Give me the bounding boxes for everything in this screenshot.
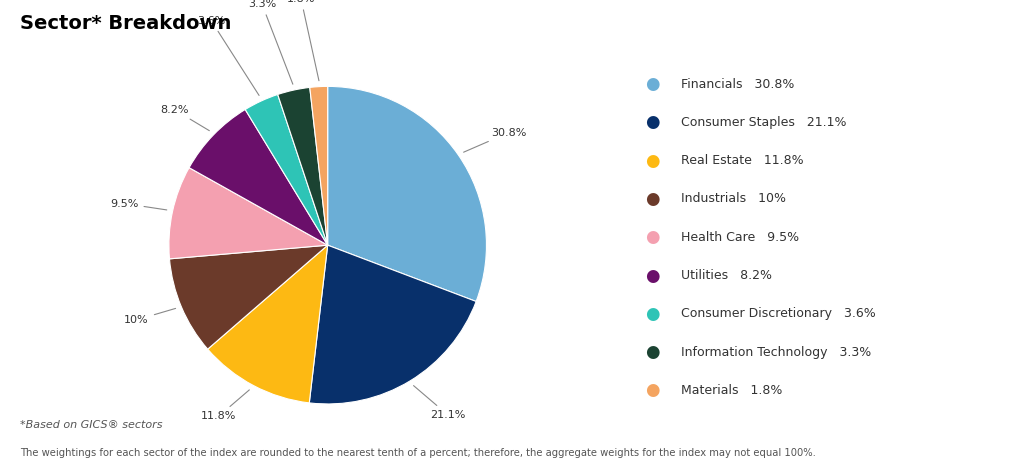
Text: ●: ● (645, 267, 659, 284)
Text: ●: ● (645, 305, 659, 323)
Text: 21.1%: 21.1% (414, 386, 466, 420)
Text: 8.2%: 8.2% (161, 105, 209, 131)
Text: Materials   1.8%: Materials 1.8% (681, 384, 782, 397)
Text: 11.8%: 11.8% (201, 390, 249, 421)
Text: 30.8%: 30.8% (464, 127, 526, 152)
Text: ●: ● (645, 382, 659, 399)
Text: ●: ● (645, 190, 659, 208)
Wedge shape (169, 168, 328, 259)
Text: The weightings for each sector of the index are rounded to the nearest tenth of : The weightings for each sector of the in… (20, 448, 816, 458)
Text: ●: ● (645, 113, 659, 131)
Wedge shape (309, 245, 476, 404)
Wedge shape (278, 87, 328, 245)
Text: 9.5%: 9.5% (111, 198, 167, 210)
Text: ●: ● (645, 228, 659, 246)
Wedge shape (189, 109, 328, 245)
Text: ●: ● (645, 343, 659, 361)
Text: Consumer Discretionary   3.6%: Consumer Discretionary 3.6% (681, 307, 876, 320)
Text: 10%: 10% (124, 308, 175, 325)
Text: 3.6%: 3.6% (198, 16, 259, 95)
Text: Sector* Breakdown: Sector* Breakdown (20, 14, 231, 33)
Wedge shape (310, 86, 328, 245)
Text: Health Care   9.5%: Health Care 9.5% (681, 231, 799, 244)
Text: *Based on GICS® sectors: *Based on GICS® sectors (20, 420, 163, 430)
Text: Real Estate   11.8%: Real Estate 11.8% (681, 154, 804, 167)
Text: ●: ● (645, 75, 659, 93)
Text: 1.8%: 1.8% (287, 0, 318, 81)
Wedge shape (245, 94, 328, 245)
Wedge shape (208, 245, 328, 403)
Text: 3.3%: 3.3% (248, 0, 293, 84)
Text: ●: ● (645, 152, 659, 170)
Text: Financials   30.8%: Financials 30.8% (681, 78, 795, 91)
Text: Industrials   10%: Industrials 10% (681, 192, 786, 205)
Text: Consumer Staples   21.1%: Consumer Staples 21.1% (681, 116, 847, 129)
Wedge shape (328, 86, 486, 302)
Wedge shape (170, 245, 328, 349)
Text: Information Technology   3.3%: Information Technology 3.3% (681, 346, 871, 359)
Text: Utilities   8.2%: Utilities 8.2% (681, 269, 772, 282)
